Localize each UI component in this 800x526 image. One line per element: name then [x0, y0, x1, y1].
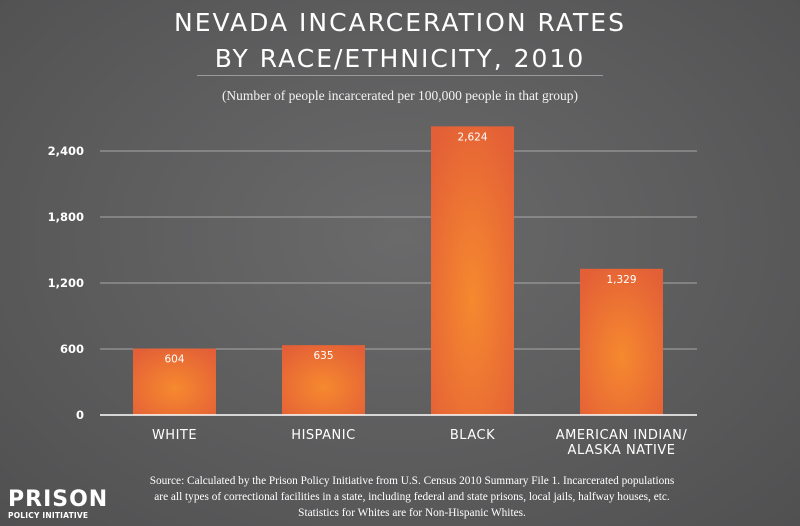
- y-tick-label: 600: [60, 342, 84, 356]
- bar-chart: 0 600 1,200 1,800 2,400 604 WHITE 635 HISPANIC 2,…: [48, 126, 697, 458]
- prison-policy-initiative-logo: PRISON POLICY INITIATIVE: [8, 487, 109, 521]
- chart-subtitle: (Number of people incarcerated per 100,0…: [221, 88, 579, 103]
- chart-title-line-1: NEVADA INCARCERATION RATES: [174, 8, 626, 37]
- source-line-1: Source: Calculated by the Prison Policy …: [149, 475, 675, 487]
- data-label: 635: [313, 350, 333, 362]
- data-label: 2,624: [457, 131, 487, 143]
- logo-line-2: POLICY INITIATIVE: [8, 511, 89, 520]
- bar: [431, 126, 514, 416]
- y-tick-label: 1,800: [48, 210, 84, 224]
- data-label: 604: [164, 354, 184, 366]
- x-category-label: HISPANIC: [291, 428, 355, 443]
- source-line-2: are all types of correctional facilities…: [154, 491, 670, 503]
- x-category-label: ALASKA NATIVE: [568, 443, 676, 458]
- x-category-label: WHITE: [152, 428, 197, 443]
- bar: [580, 268, 663, 415]
- title-divider: [197, 75, 603, 76]
- logo-line-1: PRISON: [8, 487, 109, 512]
- x-category-label: BLACK: [450, 428, 495, 443]
- y-tick-label: 1,200: [48, 276, 84, 290]
- y-tick-label: 0: [76, 408, 84, 422]
- bar: [282, 345, 365, 415]
- chart-title-line-2: BY RACE/ETHNICITY, 2010: [214, 44, 586, 73]
- x-category-label: AMERICAN INDIAN/: [556, 428, 688, 443]
- source-note: Source: Calculated by the Prison Policy …: [112, 473, 712, 521]
- bar: [133, 348, 216, 415]
- data-label: 1,329: [606, 274, 636, 286]
- y-tick-label: 2,400: [48, 144, 84, 158]
- source-line-3: Statistics for Whites are for Non-Hispan…: [298, 507, 526, 519]
